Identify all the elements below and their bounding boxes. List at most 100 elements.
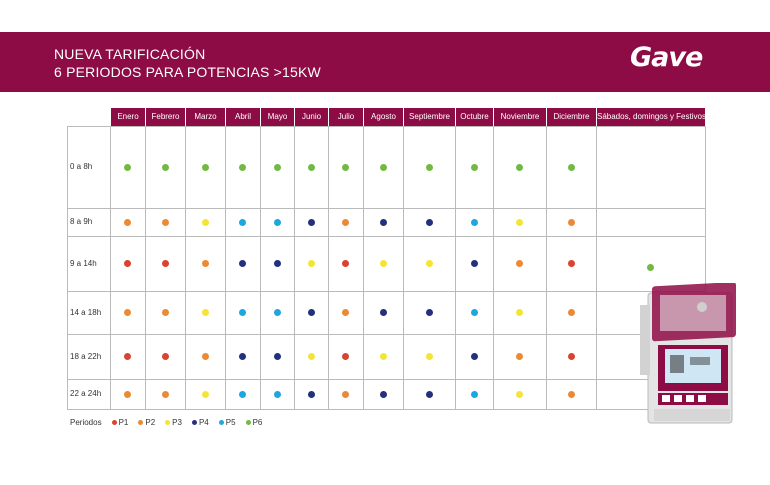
legend-label: P6 <box>252 418 263 427</box>
period-dot <box>567 218 575 226</box>
column-divider <box>455 126 456 410</box>
period-dot <box>307 390 315 398</box>
period-dot <box>470 260 478 267</box>
period-dot <box>516 390 523 398</box>
legend-dot <box>165 420 171 425</box>
period-dot <box>273 163 281 171</box>
time-range-label: 14 a 18h <box>70 307 102 317</box>
month-header: Abril <box>226 108 260 126</box>
month-header: Febrero <box>146 108 185 126</box>
period-dot <box>516 309 523 316</box>
month-header: Julio <box>329 108 363 126</box>
legend-label: P4 <box>198 418 209 427</box>
period-dot <box>307 163 315 171</box>
period-dot <box>425 260 433 267</box>
period-dot <box>161 390 169 398</box>
legend-label: P3 <box>172 418 182 427</box>
period-dot <box>161 218 169 226</box>
period-dot <box>567 260 575 267</box>
gave-logo: Gave <box>630 42 703 73</box>
period-dot <box>307 218 315 226</box>
period-dot <box>567 163 575 171</box>
period-dot <box>273 390 281 398</box>
period-dot <box>516 260 523 267</box>
period-dot <box>567 390 575 398</box>
period-dot <box>425 390 433 398</box>
period-dot <box>201 390 209 398</box>
legend-item: P2 <box>138 418 155 427</box>
period-dot <box>342 390 349 398</box>
period-dot <box>201 309 209 316</box>
period-dot <box>273 353 281 360</box>
month-header: Diciembre <box>547 108 596 126</box>
legend-item: P6 <box>245 418 263 427</box>
column-divider <box>294 126 295 410</box>
period-dot <box>342 218 349 226</box>
period-dot <box>470 163 478 171</box>
column-divider <box>185 126 186 410</box>
month-header: Octubre <box>456 108 493 126</box>
column-divider <box>363 126 364 410</box>
period-dot <box>470 309 478 316</box>
row-divider <box>67 236 705 237</box>
period-dot <box>516 218 523 226</box>
period-dot <box>425 163 433 171</box>
legend-item: P5 <box>218 418 236 427</box>
legend-dot <box>111 420 117 425</box>
time-range-label: 9 a 14h <box>70 258 97 268</box>
period-dot <box>124 260 131 267</box>
legend-dot <box>218 420 224 425</box>
period-dot <box>342 163 349 171</box>
period-dot <box>201 353 209 360</box>
period-dot <box>379 218 387 226</box>
legend-label: P2 <box>145 418 156 427</box>
legend-label: P1 <box>118 418 129 427</box>
period-dot <box>307 260 315 267</box>
column-divider <box>596 126 597 410</box>
legend-item: P1 <box>111 418 129 427</box>
time-range-label: 0 a 8h <box>70 162 93 171</box>
period-dot <box>567 309 575 316</box>
period-dot <box>239 390 246 398</box>
row-divider <box>67 126 705 127</box>
legend-item: P4 <box>191 418 209 427</box>
month-header: Sábados, domingos y Festivos <box>597 108 705 126</box>
period-dot <box>470 353 478 360</box>
period-dot <box>239 163 246 171</box>
month-header: Mayo <box>261 108 294 126</box>
legend-title: Periodos <box>70 418 102 427</box>
month-header: Septiembre <box>404 108 455 126</box>
period-dot <box>161 163 169 171</box>
period-dot <box>379 163 387 171</box>
period-dot <box>161 260 169 267</box>
period-dot <box>201 163 209 171</box>
banner-title: NUEVA TARIFICACIÓN <box>54 46 206 62</box>
column-divider <box>328 126 329 410</box>
month-header: Agosto <box>364 108 403 126</box>
time-range-label: 8 a 9h <box>70 217 93 226</box>
period-dot <box>379 260 387 267</box>
period-dot <box>342 353 349 360</box>
month-header: Junio <box>295 108 328 126</box>
period-dot <box>307 309 315 316</box>
period-dot <box>379 390 387 398</box>
period-dot <box>239 309 246 316</box>
period-dot <box>239 260 246 267</box>
legend-dot <box>191 420 197 425</box>
period-dot <box>273 218 281 226</box>
period-dot <box>470 218 478 226</box>
legend-label: P5 <box>225 418 236 427</box>
period-dot <box>239 353 246 360</box>
header-banner: NUEVA TARIFICACIÓN 6 PERIODOS PARA POTEN… <box>0 32 770 92</box>
period-dot <box>273 260 281 267</box>
period-dot <box>379 353 387 360</box>
period-dot <box>516 353 523 360</box>
month-header: Enero <box>111 108 145 126</box>
row-divider <box>67 291 705 292</box>
period-dot <box>470 390 478 398</box>
period-dot <box>124 163 131 171</box>
period-dot <box>124 309 131 316</box>
period-dot <box>307 353 315 360</box>
row-divider <box>67 334 705 335</box>
